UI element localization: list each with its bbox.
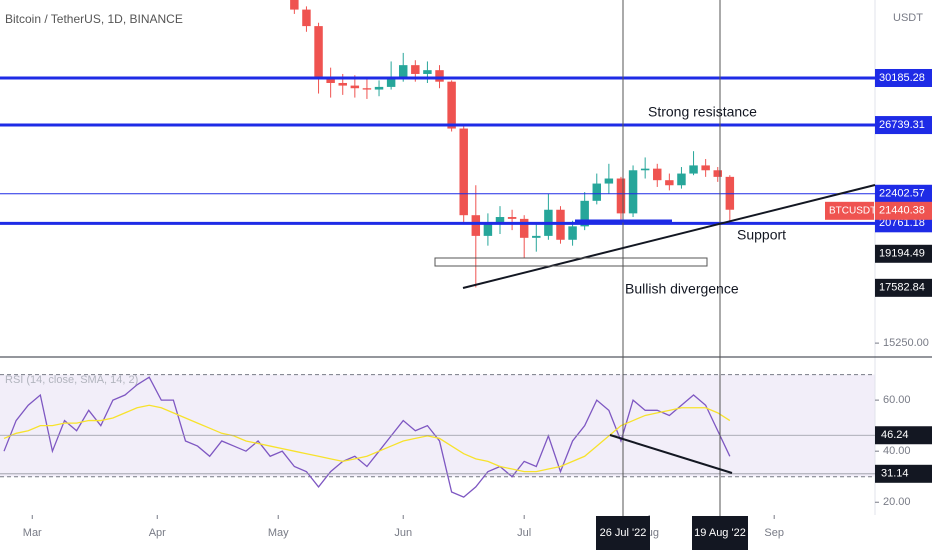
rsi-tick-label: 40.00 [883, 445, 911, 457]
candle-body [616, 178, 626, 214]
annotation: Support [737, 227, 786, 243]
candle-body [653, 168, 662, 181]
date-marker-label: 26 Jul '22 [600, 527, 647, 539]
candle-body [314, 26, 323, 77]
candle-body [459, 128, 468, 216]
rsi-title: RSI (14, close, SMA, 14, 2) [5, 374, 138, 386]
y-unit: USDT [893, 12, 923, 24]
x-tick-label: Sep [764, 527, 784, 539]
y-tick-label: 15250.00 [883, 337, 929, 349]
candle-body [374, 86, 384, 90]
price-level-label: 17582.84 [879, 282, 925, 294]
candle-body [519, 218, 529, 238]
candle-body [435, 70, 444, 82]
date-marker-box [596, 516, 650, 550]
rsi-level-box [875, 426, 932, 445]
trend-line [462, 184, 876, 289]
rsi-line [3, 376, 731, 498]
candle-body [701, 165, 710, 171]
last-price-box [875, 201, 932, 220]
candle-body [483, 224, 493, 236]
candle-body [338, 82, 347, 86]
price-axis [875, 0, 932, 550]
candle-body [411, 65, 420, 74]
rsi-level-label: 46.24 [881, 429, 909, 441]
candle-body [447, 81, 456, 129]
x-tick-label: Jul [517, 527, 531, 539]
candle-body [495, 217, 505, 225]
price-level-box [875, 184, 932, 203]
candle-body [326, 76, 335, 83]
chart-title: Bitcoin / TetherUS, 1D, BINANCE [5, 12, 183, 26]
candle-body [290, 0, 299, 10]
candle-body [677, 173, 686, 186]
x-tick-label: Mar [23, 527, 42, 539]
divergence-line [609, 434, 733, 474]
x-tick-label: May [268, 527, 289, 539]
rsi-tick-label: 20.00 [883, 496, 911, 508]
rsi-level-box [875, 464, 932, 483]
date-marker-box [692, 516, 748, 550]
candle-body [640, 168, 650, 171]
candle-body [713, 170, 722, 177]
date-marker-label: 19 Aug '22 [694, 527, 746, 539]
candle-body [532, 235, 541, 238]
candle-body [362, 88, 372, 90]
candle-body [580, 200, 589, 227]
rsi-line [3, 404, 731, 473]
price-level-label: 19194.49 [879, 248, 925, 260]
annotation: Bullish divergence [625, 281, 739, 297]
rsi-band [0, 374, 875, 477]
annotation: Strong resistance [648, 104, 757, 120]
candle-body [386, 79, 396, 87]
price-level-box [875, 68, 932, 87]
candle-body [592, 183, 602, 201]
zone-box [434, 257, 708, 267]
candle-body [398, 65, 408, 80]
last-price-symbol-box [825, 201, 874, 220]
price-level-label: 20761.18 [879, 217, 925, 229]
x-tick-label: Jun [394, 527, 412, 539]
candle-body [628, 170, 638, 214]
candle-body [568, 226, 577, 240]
x-tick-label: Apr [149, 527, 166, 539]
price-level-box [875, 116, 932, 135]
price-level-box [875, 244, 932, 263]
candle-body [507, 217, 517, 219]
candle-body [350, 85, 360, 89]
price-level-label: 22402.57 [879, 188, 925, 200]
rsi-level-label: 31.14 [881, 468, 909, 480]
price-level-label: 30185.28 [879, 72, 925, 84]
candle-body [689, 165, 698, 174]
candle-body [423, 70, 432, 74]
candle-body [665, 180, 674, 186]
candle-body [604, 178, 614, 184]
rsi-tick-label: 60.00 [883, 394, 911, 406]
price-level-label: 26739.31 [879, 119, 925, 131]
price-level-box [875, 278, 932, 297]
candle-body [471, 215, 481, 236]
candle-body [302, 9, 311, 27]
last-price-label: 21440.38 [879, 205, 925, 217]
last-price-symbol: BTCUSDT [829, 205, 876, 216]
